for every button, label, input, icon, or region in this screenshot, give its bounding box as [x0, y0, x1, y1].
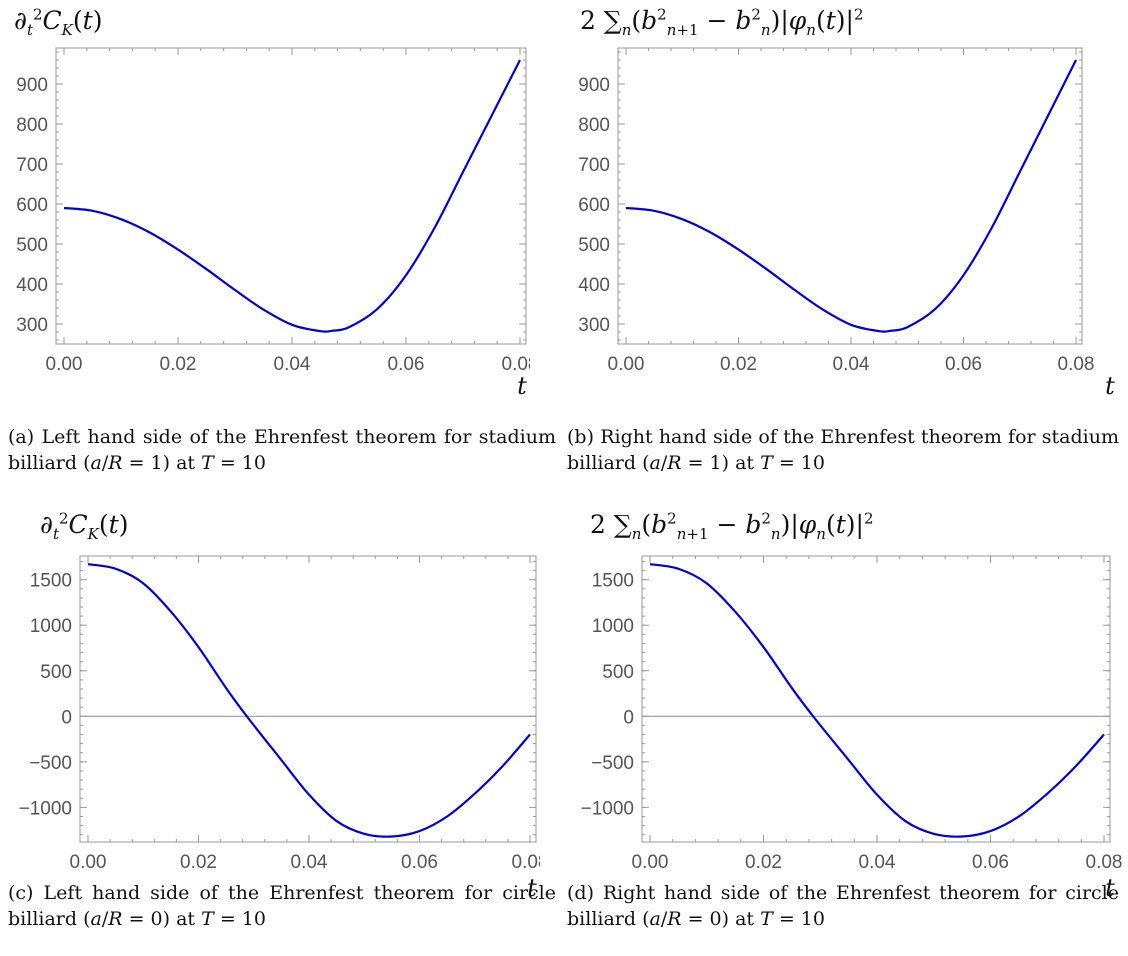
y-tick-label: 900	[578, 75, 610, 96]
ylabel-d: 2 ∑n(b2n+1 − b2n)|φn(t)|2	[590, 509, 874, 543]
caption-c: (c) Left hand side of the Ehrenfest theo…	[8, 880, 556, 932]
y-tick-label: 500	[602, 662, 634, 683]
caption-a-label: (a)	[8, 426, 35, 448]
caption-b-text: Right hand side of the Ehrenfest theorem…	[567, 426, 1119, 474]
y-tick-label: 500	[40, 662, 72, 683]
y-tick-label: 700	[578, 155, 610, 176]
x-axis-label: t	[1105, 874, 1115, 902]
data-curve	[87, 563, 531, 838]
x-tick-label: 0.06	[388, 354, 425, 375]
x-tick-label: 0.04	[291, 852, 328, 873]
caption-a-text: Left hand side of the Ehrenfest theorem …	[8, 426, 557, 474]
y-tick-label: 0	[61, 707, 72, 728]
x-axis-label: t	[1105, 372, 1115, 400]
x-tick-label: 0.02	[180, 852, 217, 873]
y-tick-label: 500	[16, 235, 48, 256]
y-tick-label: 1000	[592, 616, 634, 637]
caption-b-label: (b)	[567, 426, 594, 448]
x-tick-label: 0.08	[512, 852, 540, 873]
x-tick-label: 0.08	[1058, 354, 1095, 375]
x-tick-label: 0.08	[502, 354, 530, 375]
chart-b: 0.00 0.02 0.04 0.06 0.08 300 400 500 600 700 800 90…	[578, 47, 1115, 400]
y-tick-label: 400	[578, 275, 610, 296]
x-tick-label: 0.06	[972, 852, 1009, 873]
ylabel-c: ∂t2CK(t)	[40, 509, 129, 543]
x-tick-label: 0.02	[720, 354, 757, 375]
x-tick-label: 0.02	[745, 852, 782, 873]
y-tick-label: 500	[578, 235, 610, 256]
x-tick-label: 0.00	[70, 852, 107, 873]
y-tick-label: 600	[16, 195, 48, 216]
data-curve	[649, 563, 1105, 838]
chart-c: 0.00 0.02 0.04 0.06 0.08 −1000 −500 0 500 1000 150…	[19, 555, 540, 902]
y-tick-label: 300	[578, 315, 610, 336]
y-tick-label: 400	[16, 275, 48, 296]
y-tick-label: 300	[16, 315, 48, 336]
caption-c-label: (c)	[8, 882, 34, 904]
ylabel-b: 2 ∑n(b2n+1 − b2n)|φn(t)|2	[580, 5, 864, 39]
data-curve	[63, 59, 521, 333]
y-tick-label: 800	[578, 115, 610, 136]
chart-d: 0.00 0.02 0.04 0.06 0.08 −1000 −500 0 500 1000 150…	[581, 555, 1122, 902]
y-tick-label: 900	[16, 75, 48, 96]
x-tick-label: 0.04	[859, 852, 896, 873]
x-axis-label: t	[527, 874, 537, 902]
ylabel-a: ∂t2CK(t)	[14, 5, 103, 39]
y-tick-label: 800	[16, 115, 48, 136]
data-curve	[625, 59, 1077, 333]
chart-a: 0.00 0.02 0.04 0.06 0.08 300 400 500 600 700 800 90…	[16, 47, 530, 400]
plot-frame	[55, 47, 527, 345]
x-tick-label: 0.00	[632, 852, 669, 873]
x-tick-label: 0.00	[46, 354, 83, 375]
x-axis-label: t	[517, 372, 527, 400]
y-tick-label: 1500	[30, 571, 72, 592]
y-tick-label: −1000	[19, 798, 72, 819]
caption-d: (d) Right hand side of the Ehrenfest the…	[567, 880, 1119, 932]
caption-b: (b) Right hand side of the Ehrenfest the…	[567, 424, 1119, 476]
y-tick-label: 600	[578, 195, 610, 216]
caption-c-text: Left hand side of the Ehrenfest theorem …	[8, 882, 556, 930]
plot-frame	[641, 555, 1111, 843]
y-tick-label: −1000	[581, 798, 634, 819]
x-tick-label: 0.04	[274, 354, 311, 375]
y-tick-label: 0	[623, 707, 634, 728]
x-tick-label: 0.06	[945, 354, 982, 375]
x-tick-label: 0.08	[1086, 852, 1122, 873]
x-tick-label: 0.06	[401, 852, 438, 873]
caption-a: (a) Left hand side of the Ehrenfest theo…	[8, 424, 556, 476]
y-tick-label: 700	[16, 155, 48, 176]
plot-frame	[79, 555, 537, 843]
y-tick-label: −500	[29, 753, 72, 774]
caption-d-text: Right hand side of the Ehrenfest theorem…	[567, 882, 1119, 930]
caption-d-label: (d)	[567, 882, 594, 904]
plot-frame	[617, 47, 1083, 345]
x-tick-label: 0.04	[833, 354, 870, 375]
x-tick-label: 0.00	[608, 354, 645, 375]
x-tick-label: 0.02	[160, 354, 197, 375]
y-tick-label: 1000	[30, 616, 72, 637]
y-tick-label: 1500	[592, 571, 634, 592]
y-tick-label: −500	[591, 753, 634, 774]
